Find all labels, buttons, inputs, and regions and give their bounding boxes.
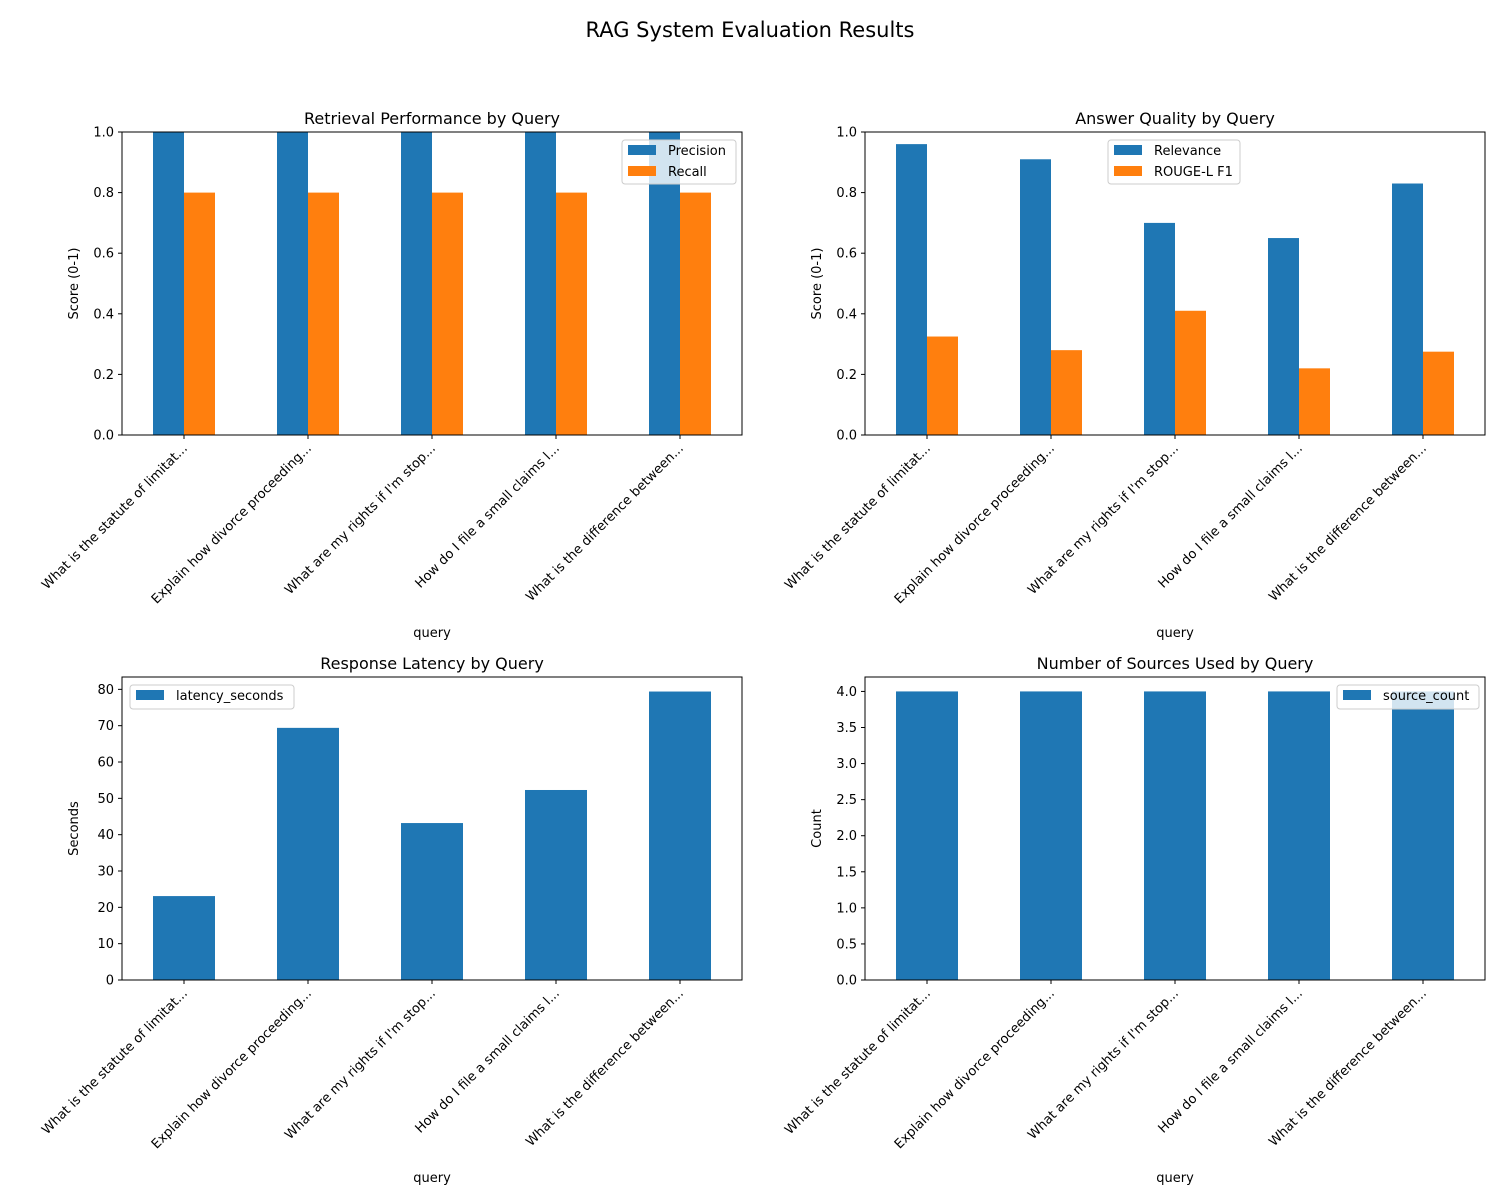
chart2-bar (1144, 222, 1175, 435)
chart2-bar (896, 144, 927, 435)
chart4-bar (1392, 691, 1454, 980)
chart3-bar (525, 789, 587, 980)
chart1-legend-label: Precision (668, 144, 726, 159)
chart4-title: Number of Sources Used by Query (1037, 654, 1314, 673)
chart2-ytick-label: 0.2 (836, 368, 857, 383)
chart4-xtick-label: What is the statute of limitat... (782, 986, 934, 1138)
chart1-ylabel: Score (0-1) (67, 248, 82, 320)
chart3-title: Response Latency by Query (320, 654, 544, 673)
chart1-xlabel: query (413, 626, 451, 641)
chart4-legend-swatch (1343, 690, 1371, 700)
chart3-ytick-label: 70 (97, 719, 114, 734)
chart2-ytick-label: 0.0 (836, 429, 857, 444)
chart2-bar (1299, 368, 1330, 435)
chart4-ytick-label: 1.0 (836, 901, 857, 916)
chart2-xtick-label: What is the statute of limitat... (782, 441, 934, 593)
chart2-ytick-label: 1.0 (836, 126, 857, 141)
chart2-ytick-label: 0.6 (836, 247, 857, 262)
chart3-ylabel: Seconds (67, 801, 82, 856)
chart4-bar (896, 691, 958, 980)
chart3-legend-swatch (136, 690, 164, 700)
chart1-ytick-label: 0.6 (93, 247, 114, 262)
chart3-legend (129, 684, 295, 710)
chart3-bar (277, 727, 339, 980)
chart2-bar (1020, 159, 1051, 435)
chart4-xtick-label: How do I file a small claims l... (1156, 986, 1306, 1136)
chart1-bar (308, 192, 339, 435)
chart3-ytick-label: 10 (97, 937, 114, 952)
chart3-xtick-label: How do I file a small claims l... (413, 986, 563, 1136)
chart3-xtick-label: What is the statute of limitat... (39, 986, 191, 1138)
chart2-legend-swatch (1114, 145, 1142, 155)
chart2-legend-label: ROUGE-L F1 (1154, 165, 1233, 180)
chart1-legend-label: Recall (668, 165, 707, 180)
chart4-xtick-label: What are my rights if I'm stop... (1025, 986, 1182, 1143)
chart1-bar (680, 192, 711, 435)
chart1-xtick-label: What are my rights if I'm stop... (282, 441, 439, 598)
chart2-ylabel: Score (0-1) (810, 248, 825, 320)
chart4-bar (1268, 691, 1330, 980)
chart3-ytick-label: 60 (97, 756, 114, 771)
chart3-bar (153, 896, 215, 980)
chart1-xtick-label: How do I file a small claims l... (413, 441, 563, 591)
chart1-ytick-label: 0.0 (93, 429, 114, 444)
chart1-bar (153, 132, 184, 435)
chart1-bar (277, 132, 308, 435)
chart2-xlabel: query (1156, 626, 1194, 641)
chart2-legend-swatch (1114, 166, 1142, 176)
chart1-bar (432, 192, 463, 435)
chart3-ytick-label: 50 (97, 792, 114, 807)
chart2-bar (1392, 183, 1423, 435)
chart2-bar (1051, 350, 1082, 435)
chart4-ytick-label: 3.5 (836, 721, 857, 736)
chart3-xtick-label: What are my rights if I'm stop... (282, 986, 439, 1143)
chart4-legend (1336, 684, 1480, 710)
chart3-ytick-label: 20 (97, 901, 114, 916)
chart2-title: Answer Quality by Query (1075, 109, 1275, 128)
chart2-ytick-label: 0.4 (836, 307, 857, 322)
chart1-bar (525, 132, 556, 435)
chart1-bar (401, 132, 432, 435)
figure-title: RAG System Evaluation Results (585, 18, 915, 42)
chart1-ytick-label: 0.4 (93, 307, 114, 322)
chart3-legend-label: latency_seconds (176, 689, 284, 704)
chart2-ytick-label: 0.8 (836, 186, 857, 201)
chart4-ytick-label: 2.0 (836, 829, 857, 844)
chart2-legend-label: Relevance (1154, 144, 1221, 159)
chart3-ytick-label: 40 (97, 828, 114, 843)
chart4-ytick-label: 1.5 (836, 865, 857, 880)
chart2-bar (1175, 310, 1206, 435)
chart3-ytick-label: 30 (97, 865, 114, 880)
chart2-xtick-label: What are my rights if I'm stop... (1025, 441, 1182, 598)
chart4-ytick-label: 4.0 (836, 685, 857, 700)
chart1-bar (556, 192, 587, 435)
chart2-bar (1268, 238, 1299, 435)
chart4-ytick-label: 0.5 (836, 937, 857, 952)
chart1-legend-swatch (628, 145, 656, 155)
chart1-legend-swatch (628, 166, 656, 176)
chart1-title: Retrieval Performance by Query (304, 109, 560, 128)
chart3-xlabel: query (413, 1171, 451, 1186)
chart2-bar (927, 336, 958, 435)
chart4-bar (1144, 691, 1206, 980)
chart3-ytick-label: 80 (97, 683, 114, 698)
chart4-ytick-label: 2.5 (836, 793, 857, 808)
chart3-bar (649, 691, 711, 980)
chart4-legend-label: source_count (1383, 689, 1469, 704)
chart4-bar (1020, 691, 1082, 980)
chart1-bar (184, 192, 215, 435)
chart4-ylabel: Count (810, 809, 825, 848)
chart1-ytick-label: 0.2 (93, 368, 114, 383)
chart3-bar (401, 823, 463, 980)
chart1-xtick-label: What is the statute of limitat... (39, 441, 191, 593)
chart4-xlabel: query (1156, 1171, 1194, 1186)
chart4-ytick-label: 0.0 (836, 974, 857, 989)
chart2-bar (1423, 351, 1454, 435)
chart2-xtick-label: How do I file a small claims l... (1156, 441, 1306, 591)
chart4-ytick-label: 3.0 (836, 757, 857, 772)
chart3-ytick-label: 0 (106, 974, 114, 989)
chart1-ytick-label: 1.0 (93, 126, 114, 141)
chart1-ytick-label: 0.8 (93, 186, 114, 201)
